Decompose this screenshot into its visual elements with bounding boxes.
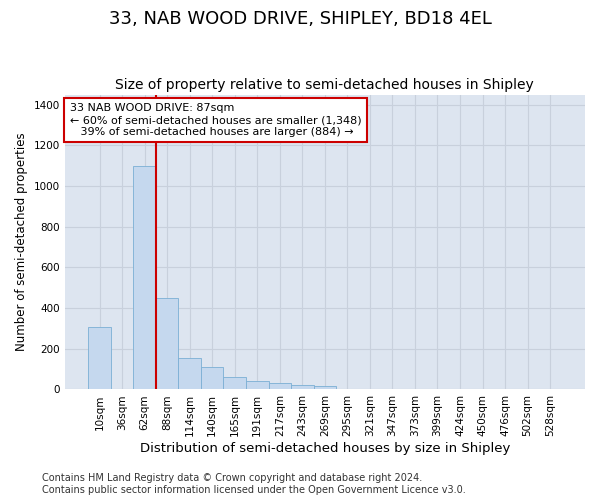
Bar bbox=[314, 386, 336, 390]
Title: Size of property relative to semi-detached houses in Shipley: Size of property relative to semi-detach… bbox=[115, 78, 534, 92]
Bar bbox=[178, 358, 201, 390]
Bar bbox=[133, 166, 156, 390]
Text: 33, NAB WOOD DRIVE, SHIPLEY, BD18 4EL: 33, NAB WOOD DRIVE, SHIPLEY, BD18 4EL bbox=[109, 10, 491, 28]
Bar bbox=[88, 328, 111, 390]
Bar bbox=[201, 367, 223, 390]
Y-axis label: Number of semi-detached properties: Number of semi-detached properties bbox=[15, 132, 28, 352]
Bar bbox=[291, 386, 314, 390]
Bar bbox=[246, 382, 269, 390]
Text: 33 NAB WOOD DRIVE: 87sqm
← 60% of semi-detached houses are smaller (1,348)
   39: 33 NAB WOOD DRIVE: 87sqm ← 60% of semi-d… bbox=[70, 104, 361, 136]
Bar bbox=[269, 384, 291, 390]
Bar bbox=[223, 378, 246, 390]
X-axis label: Distribution of semi-detached houses by size in Shipley: Distribution of semi-detached houses by … bbox=[140, 442, 510, 455]
Bar bbox=[156, 298, 178, 390]
Text: Contains HM Land Registry data © Crown copyright and database right 2024.
Contai: Contains HM Land Registry data © Crown c… bbox=[42, 474, 466, 495]
